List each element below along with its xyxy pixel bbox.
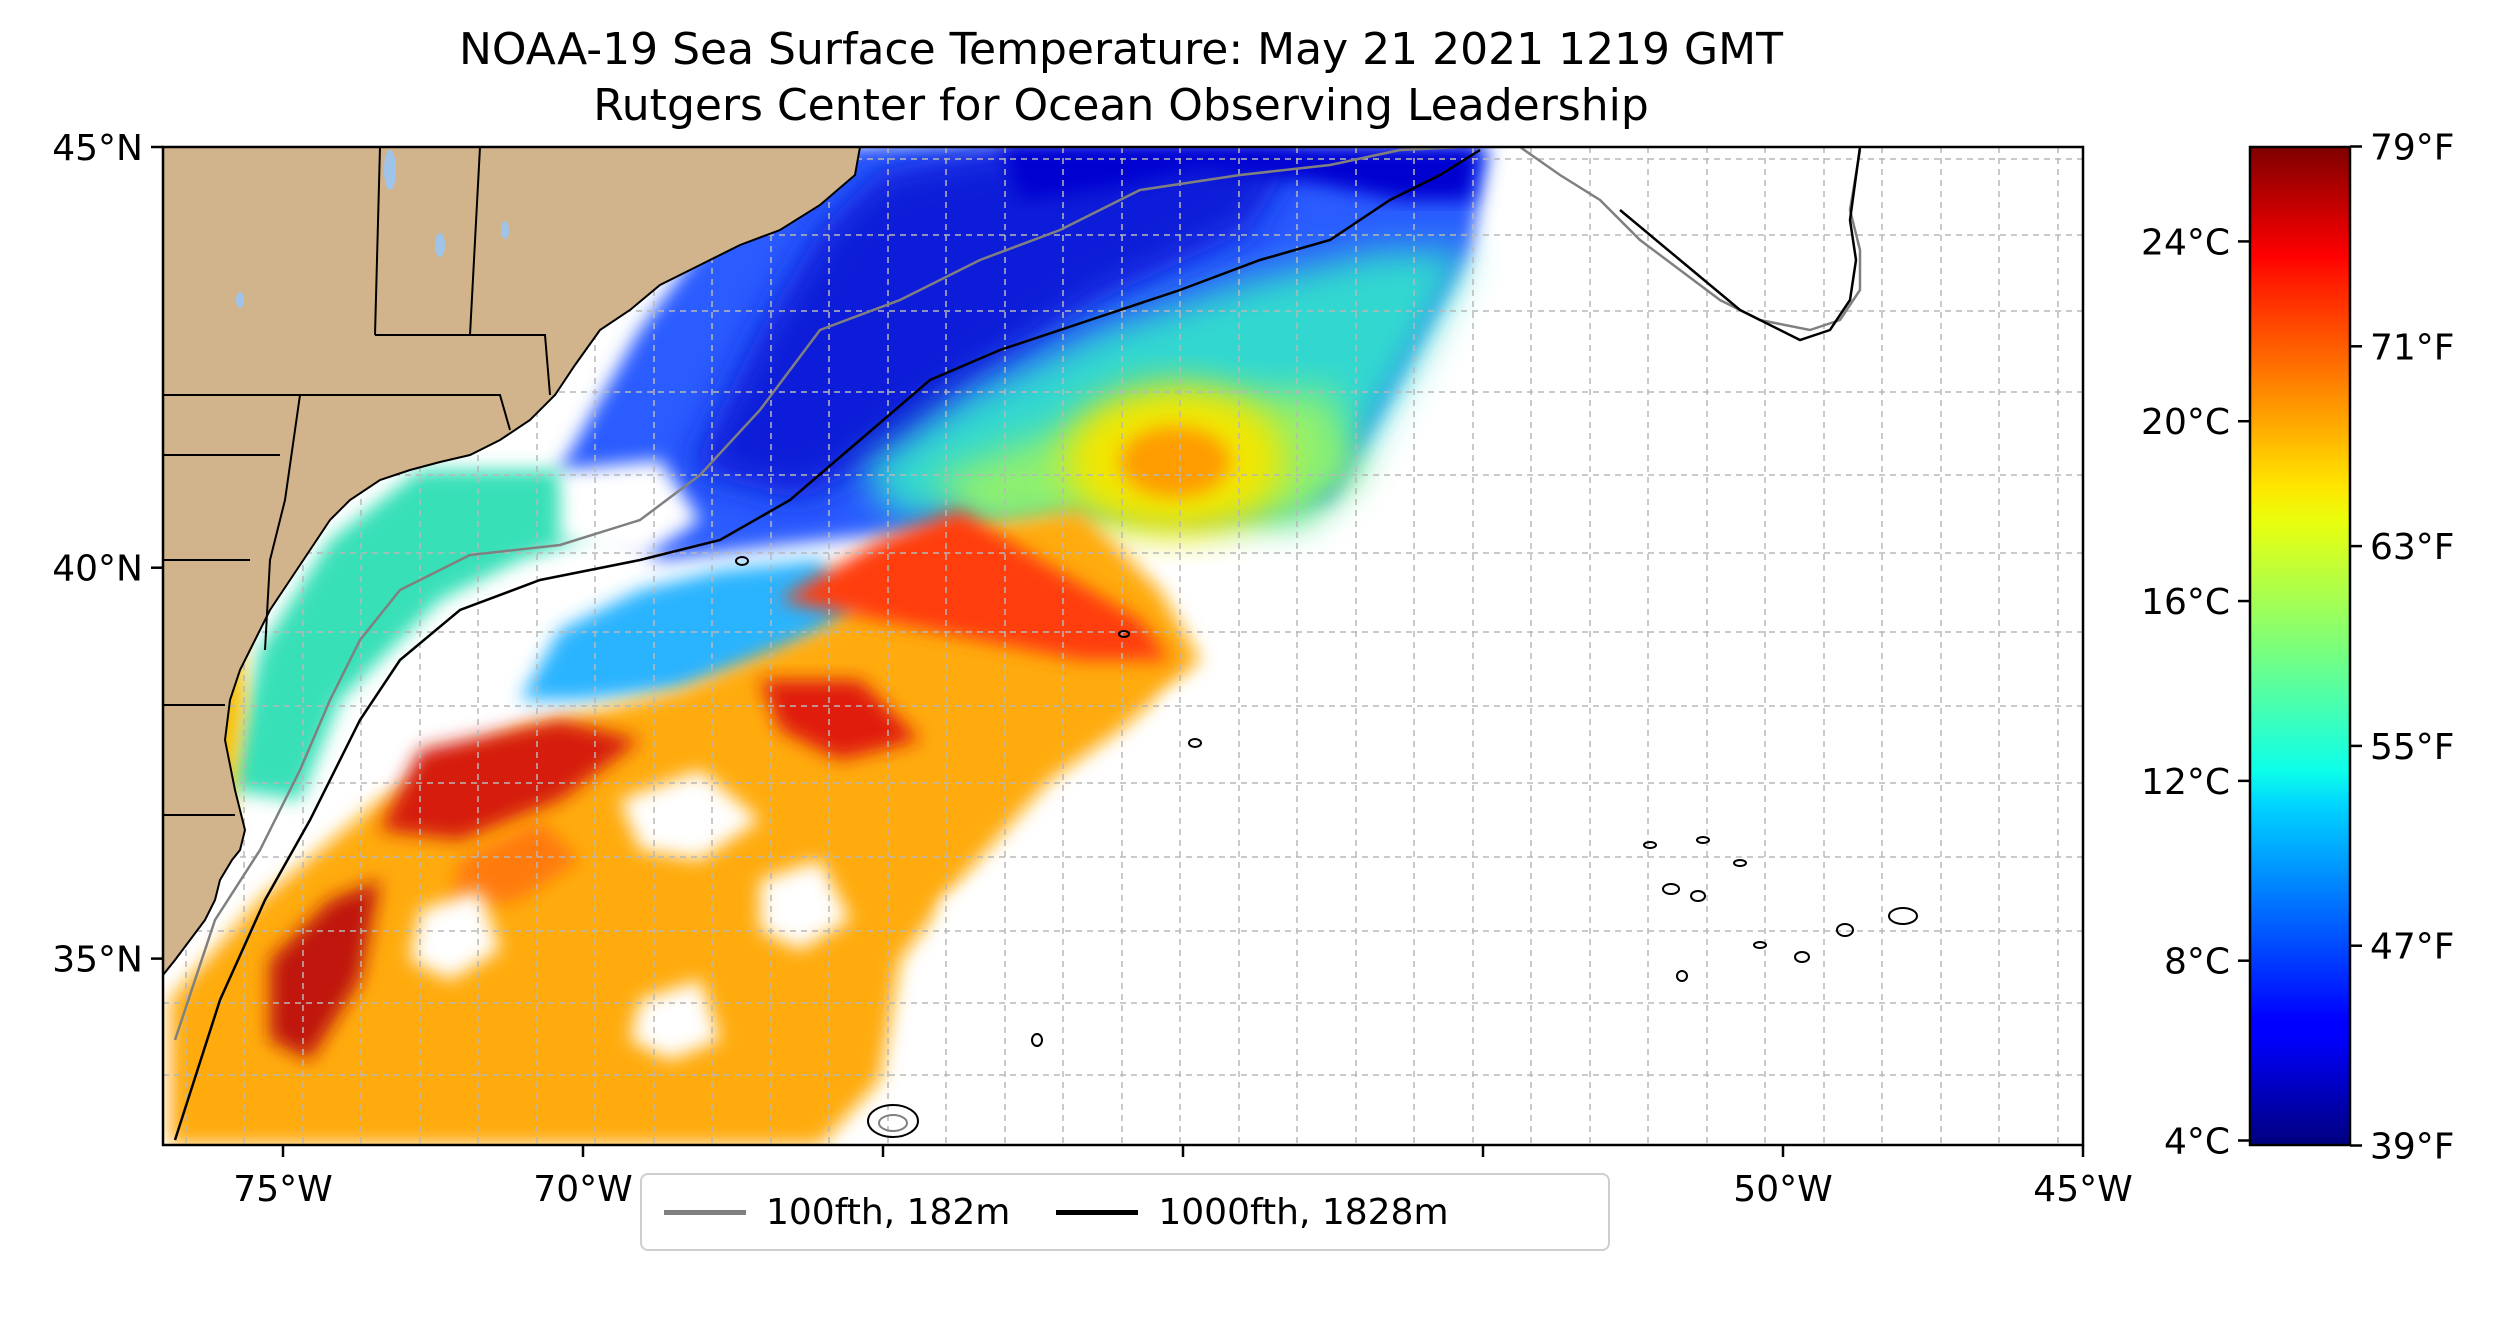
- legend-entry-100fth: 100fth, 182m: [664, 1192, 1010, 1233]
- legend-label-100fth: 100fth, 182m: [766, 1191, 1011, 1233]
- map-title: NOAA-19 Sea Surface Temperature: May 21 …: [160, 22, 2082, 134]
- lon-tick-label: 50°W: [1733, 1169, 1832, 1210]
- legend-swatch-100fth: [664, 1209, 746, 1215]
- colorbar-fahrenheit-axis: 39°F 47°F 55°F 63°F 71°F 79°F: [2350, 128, 2455, 1167]
- celsius-tick-label: 12°C: [2141, 762, 2230, 803]
- lat-tick-label: 40°N: [52, 549, 143, 590]
- bermuda-outline: [867, 1104, 919, 1138]
- sst-swath: [170, 147, 1490, 1145]
- legend-label-1000fth: 1000fth, 1828m: [1158, 1191, 1449, 1233]
- isobath-legend: 100fth, 182m 1000fth, 1828m: [640, 1173, 1610, 1251]
- celsius-tick-label: 16°C: [2141, 582, 2230, 623]
- fahrenheit-tick-label: 79°F: [2370, 128, 2455, 169]
- isobath-1000fth: [173, 147, 1862, 1141]
- lat-tick-label: 35°N: [52, 940, 143, 981]
- celsius-tick-label: 8°C: [2164, 942, 2230, 983]
- seamounts: [735, 556, 1918, 1047]
- celsius-tick-label: 20°C: [2141, 402, 2230, 443]
- latitude-axis: 45°N 40°N 35°N: [52, 128, 163, 981]
- lon-tick-label: 75°W: [233, 1169, 332, 1210]
- celsius-tick-label: 4°C: [2164, 1122, 2230, 1163]
- title-line-2: Rutgers Center for Ocean Observing Leade…: [593, 80, 1649, 131]
- lon-tick-label: 70°W: [533, 1169, 632, 1210]
- colorbar: 4°C 8°C 12°C 16°C 20°C 24°C 39°F 47°F 55°F 63°F 7…: [2141, 128, 2454, 1168]
- fahrenheit-tick-label: 71°F: [2370, 327, 2455, 368]
- colorbar-frame: [2248, 145, 2352, 1147]
- title-line-1: NOAA-19 Sea Surface Temperature: May 21 …: [459, 24, 1783, 75]
- colorbar-gradient: [2250, 147, 2350, 1145]
- legend-swatch-1000fth: [1056, 1209, 1139, 1215]
- lat-tick-label: 45°N: [52, 128, 143, 169]
- map-panel: [163, 147, 2083, 1145]
- fahrenheit-tick-label: 63°F: [2370, 527, 2455, 568]
- colorbar-celsius-axis: 4°C 8°C 12°C 16°C 20°C 24°C: [2141, 222, 2250, 1163]
- celsius-tick-label: 24°C: [2141, 222, 2230, 263]
- map-frame: [161, 145, 2085, 1147]
- lon-tick-label: 45°W: [2033, 1169, 2132, 1210]
- land-mass: [163, 147, 862, 977]
- lakes: [236, 150, 509, 308]
- fahrenheit-tick-label: 47°F: [2370, 927, 2455, 968]
- fahrenheit-tick-label: 55°F: [2370, 727, 2455, 768]
- legend-entry-1000fth: 1000fth, 1828m: [1056, 1191, 1449, 1233]
- fahrenheit-tick-label: 39°F: [2370, 1126, 2455, 1167]
- state-boundaries: [163, 147, 551, 816]
